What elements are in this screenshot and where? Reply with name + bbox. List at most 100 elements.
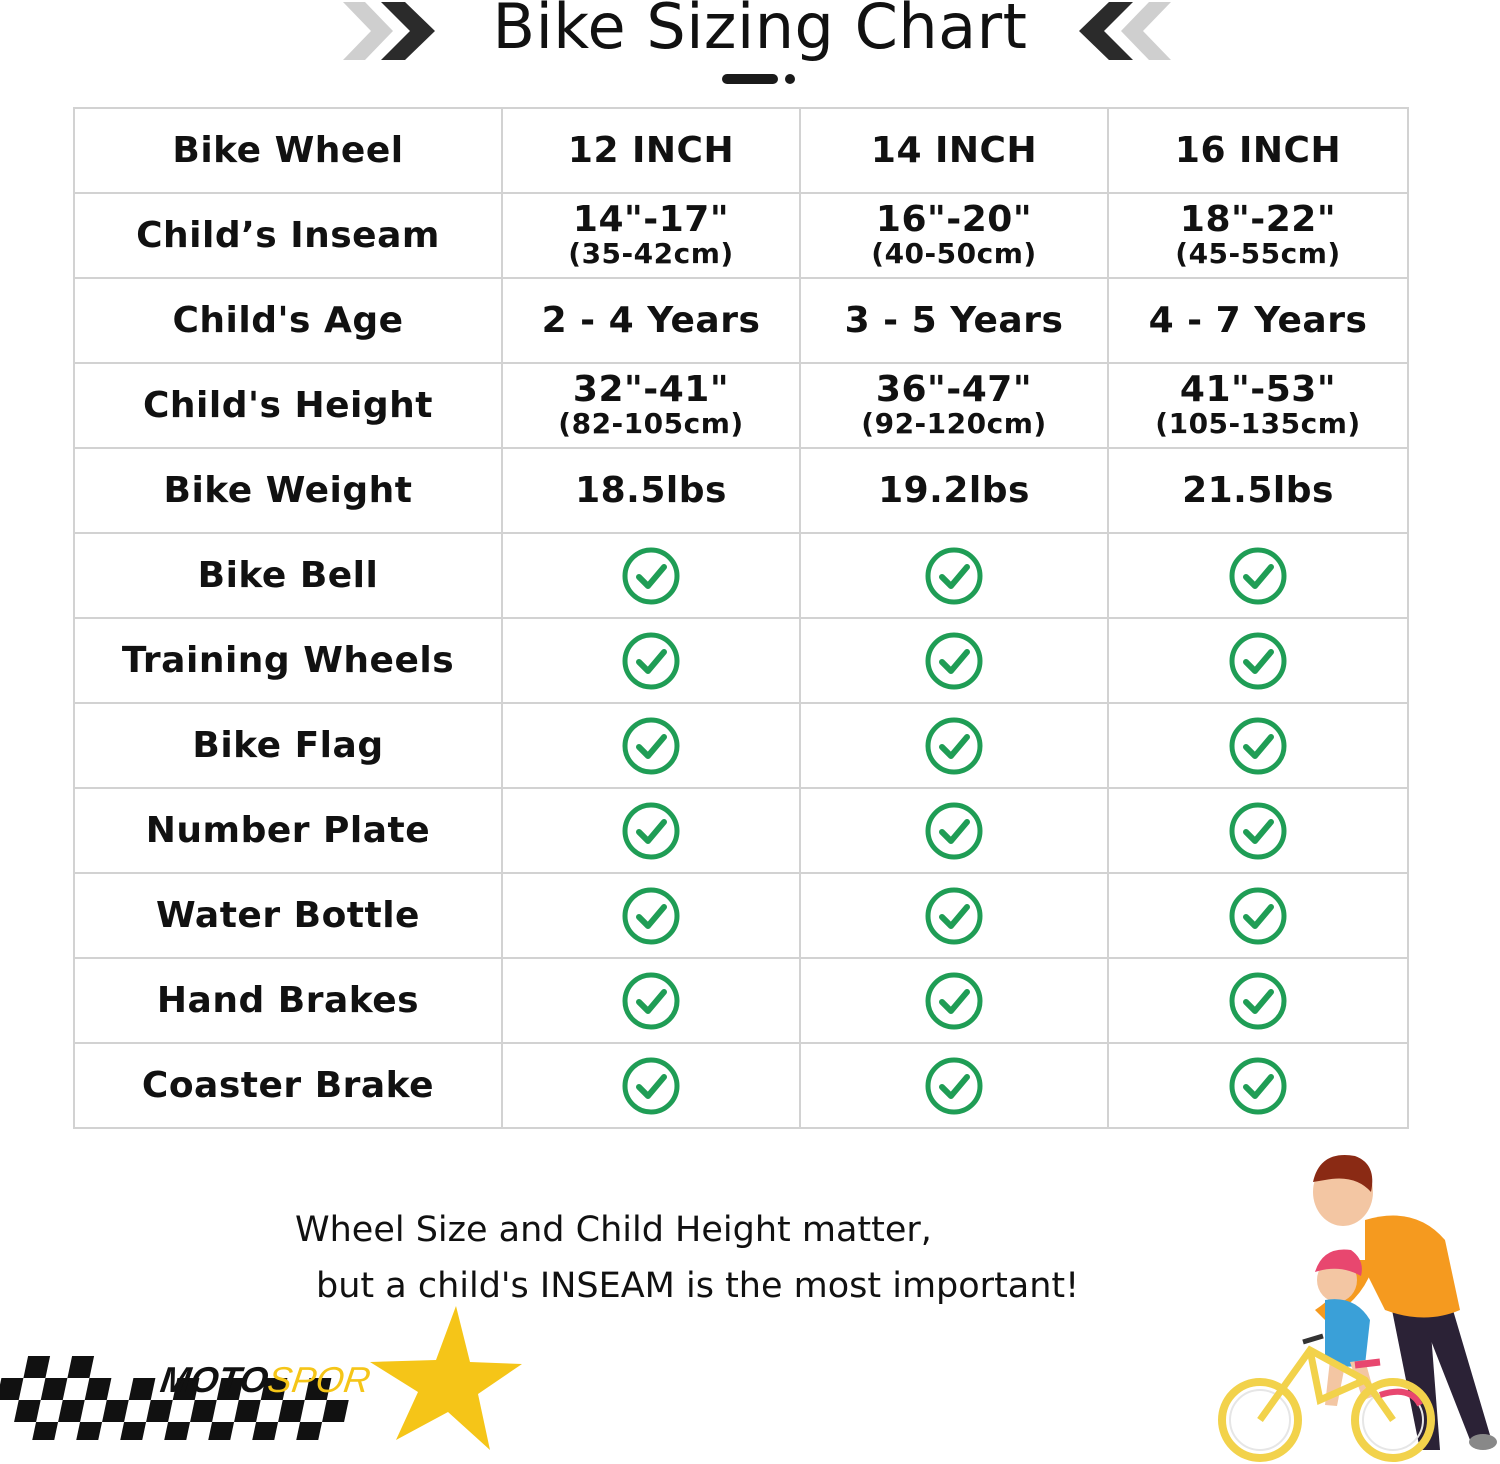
row-label: Training Wheels: [73, 617, 503, 704]
table-row-bike-flag: Bike Flag: [73, 702, 1409, 789]
cell-main-value: 16"-20": [875, 198, 1033, 240]
row-label: Child's Height: [73, 362, 503, 449]
row-label: Bike Bell: [73, 532, 503, 619]
check-circle-icon: [1229, 802, 1287, 859]
parent-child-bike-illustration: [1218, 1155, 1497, 1462]
table-row-training-wheels: Training Wheels: [73, 617, 1409, 704]
cell-16-inch: [1107, 702, 1409, 789]
table-header-row: Bike Wheel 12 INCH 14 INCH 16 INCH: [73, 107, 1409, 194]
table-row-child-s-height: Child's Height 32"-41" (82-105cm) 36"-47" (9…: [73, 362, 1409, 449]
cell-16-inch: [1107, 787, 1409, 874]
check-circle-icon: [622, 972, 680, 1029]
cell-metric-value: (92-120cm): [861, 406, 1047, 440]
table-row-hand-brakes: Hand Brakes: [73, 957, 1409, 1044]
check-circle-icon: [925, 717, 983, 774]
check-circle-icon: [1229, 717, 1287, 774]
table-row-water-bottle: Water Bottle: [73, 872, 1409, 959]
row-label: Bike Weight: [73, 447, 503, 534]
cell-12-inch: 14"-17" (35-42cm): [501, 192, 801, 279]
cell-metric-value: (45-55cm): [1175, 236, 1341, 270]
row-label: Hand Brakes: [73, 957, 503, 1044]
cell-14-inch: [799, 532, 1109, 619]
cell-14-inch: 19.2lbs: [799, 447, 1109, 534]
cell-16-inch: 21.5lbs: [1107, 447, 1409, 534]
cell-16-inch: 18"-22" (45-55cm): [1107, 192, 1409, 279]
cell-16-inch: [1107, 1042, 1409, 1129]
check-circle-icon: [1229, 887, 1287, 944]
chevron-right-icon: [343, 2, 435, 60]
cell-main-value: 14"-17": [572, 198, 730, 240]
check-circle-icon: [622, 802, 680, 859]
cell-16-inch: [1107, 957, 1409, 1044]
cell-14-inch: [799, 702, 1109, 789]
sizing-table-body: Bike Wheel 12 INCH 14 INCH 16 INCH Child…: [73, 107, 1409, 1129]
table-row-bike-bell: Bike Bell: [73, 532, 1409, 619]
table-row-child-s-age: Child's Age 2 - 4 Years 3 - 5 Years 4 - 7 Y…: [73, 277, 1409, 364]
check-circle-icon: [622, 1057, 680, 1114]
check-circle-icon: [925, 887, 983, 944]
table-row-child-s-inseam: Child’s Inseam 14"-17" (35-42cm) 16"-20" (40…: [73, 192, 1409, 279]
table-row-number-plate: Number Plate: [73, 787, 1409, 874]
brand-text-moto: MOTO: [158, 1359, 271, 1400]
title-underline-icon: [722, 74, 795, 84]
cell-main-value: 18"-22": [1179, 198, 1337, 240]
row-label: Number Plate: [73, 787, 503, 874]
cell-12-inch: 18.5lbs: [501, 447, 801, 534]
check-circle-icon: [622, 887, 680, 944]
cell-16-inch: [1107, 872, 1409, 959]
cell-12-inch: [501, 617, 801, 704]
row-label: Water Bottle: [73, 872, 503, 959]
cell-main-value: 41"-53": [1179, 368, 1337, 410]
check-circle-icon: [1229, 632, 1287, 689]
cell-12-inch: [501, 702, 801, 789]
cell-metric-value: (35-42cm): [568, 236, 734, 270]
cell-14-inch: 36"-47" (92-120cm): [799, 362, 1109, 449]
check-circle-icon: [925, 1057, 983, 1114]
star-icon: [370, 1306, 522, 1450]
cell-14-inch: 16"-20" (40-50cm): [799, 192, 1109, 279]
cell-16-inch: [1107, 532, 1409, 619]
table-row-coaster-brake: Coaster Brake: [73, 1042, 1409, 1129]
table-row-bike-weight: Bike Weight 18.5lbs 19.2lbs 21.5lbs: [73, 447, 1409, 534]
cell-metric-value: (82-105cm): [558, 406, 744, 440]
title-area: Bike Sizing Chart: [0, 0, 1500, 95]
cell-metric-value: (40-50cm): [871, 236, 1037, 270]
svg-text:MOTOSPORT: MOTOSPORT: [158, 1359, 372, 1400]
cell-12-inch: [501, 787, 801, 874]
cell-12-inch: 2 - 4 Years: [501, 277, 801, 364]
cell-14-inch: 3 - 5 Years: [799, 277, 1109, 364]
row-label: Coaster Brake: [73, 1042, 503, 1129]
cell-14-inch: [799, 1042, 1109, 1129]
check-circle-icon: [925, 632, 983, 689]
note-line-2: but a child's INSEAM is the most importa…: [316, 1266, 1080, 1306]
check-circle-icon: [622, 547, 680, 604]
cell-14-inch: [799, 872, 1109, 959]
row-label: Bike Flag: [73, 702, 503, 789]
cell-14-inch: [799, 617, 1109, 704]
page-title: Bike Sizing Chart: [492, 0, 1028, 63]
header-label-cell: Bike Wheel: [73, 107, 503, 194]
cell-14-inch: [799, 957, 1109, 1044]
header-col-14-inch: 14 INCH: [799, 107, 1109, 194]
check-circle-icon: [622, 632, 680, 689]
chevron-left-icon: [1079, 2, 1171, 60]
cell-main-value: 36"-47": [875, 368, 1033, 410]
brand-text-sport: SPORT: [265, 1359, 372, 1400]
check-circle-icon: [925, 547, 983, 604]
header-col-16-inch: 16 INCH: [1107, 107, 1409, 194]
check-circle-icon: [622, 717, 680, 774]
cell-main-value: 32"-41": [572, 368, 730, 410]
cell-12-inch: [501, 957, 801, 1044]
check-circle-icon: [1229, 547, 1287, 604]
row-label: Child’s Inseam: [73, 192, 503, 279]
check-circle-icon: [1229, 1057, 1287, 1114]
cell-16-inch: 4 - 7 Years: [1107, 277, 1409, 364]
check-circle-icon: [925, 802, 983, 859]
check-circle-icon: [925, 972, 983, 1029]
cell-metric-value: (105-135cm): [1155, 406, 1361, 440]
sizing-table: Bike Wheel 12 INCH 14 INCH 16 INCH Child…: [73, 107, 1409, 1129]
header-col-12-inch: 12 INCH: [501, 107, 801, 194]
note-line-1: Wheel Size and Child Height matter,: [295, 1210, 932, 1250]
cell-14-inch: [799, 787, 1109, 874]
cell-12-inch: [501, 532, 801, 619]
